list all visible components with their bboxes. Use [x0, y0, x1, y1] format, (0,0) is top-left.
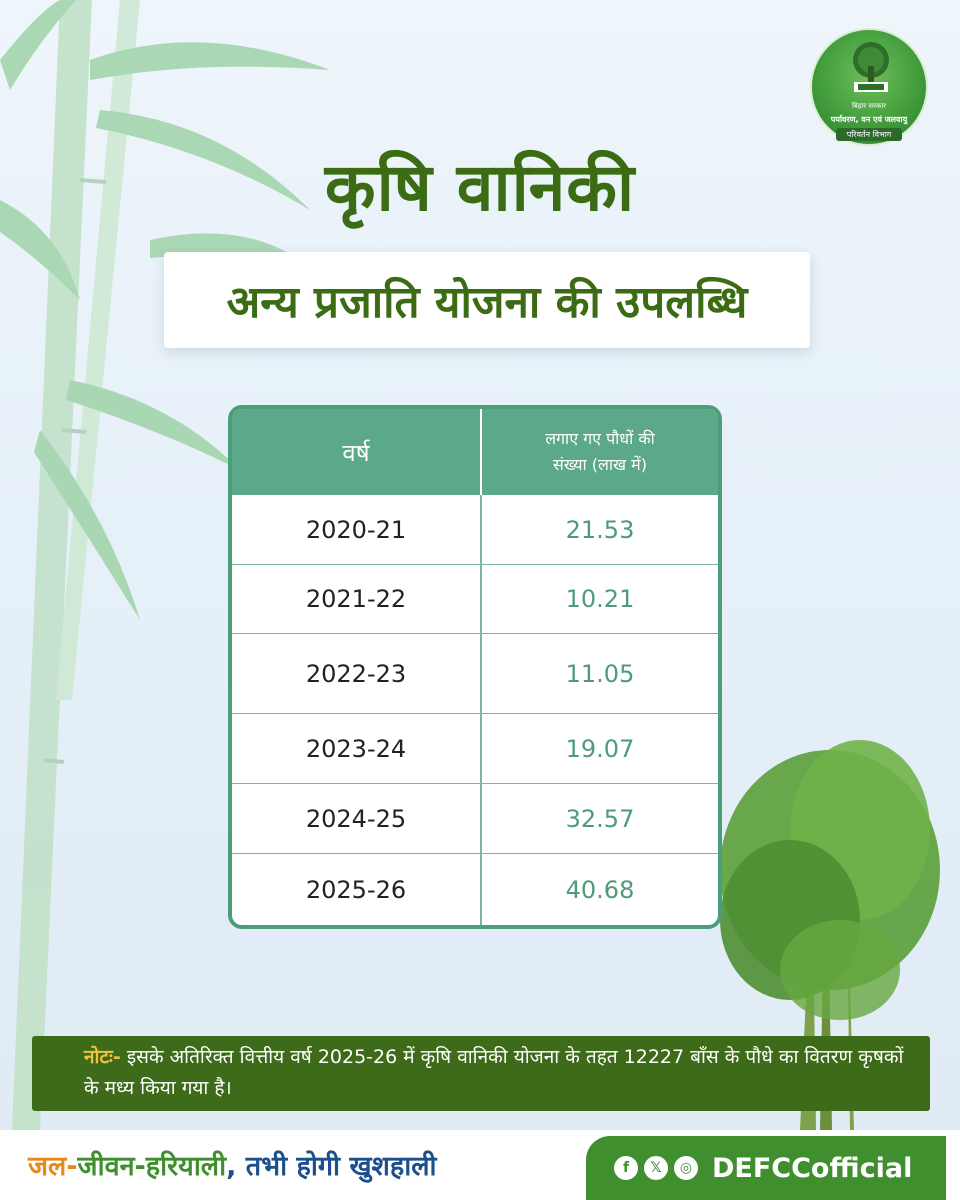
bihar-government-logo: बिहार सरकार पर्यावरण, वन एवं जलवायु परिव…: [810, 28, 928, 146]
table-header-row: वर्ष लगाए गए पौधों की संख्या (लाख में): [232, 409, 718, 495]
social-bar: f 𝕏 ◎ DEFCCofficial: [586, 1136, 946, 1200]
table-body: 2020-21 21.53 2021-22 10.21 2022-23 11.0…: [232, 495, 718, 925]
slogan-part-jal: जल-: [28, 1151, 78, 1182]
cell-plants-value: 11.05: [565, 659, 635, 688]
cell-year: 2021-22: [232, 565, 482, 633]
note-banner: नोटः- इसके अतिरिक्त वित्तीय वर्ष 2025-26…: [32, 1036, 930, 1111]
header-plants: लगाए गए पौधों की संख्या (लाख में): [482, 409, 718, 495]
social-handle[interactable]: DEFCCofficial: [712, 1152, 913, 1184]
facebook-icon[interactable]: f: [614, 1156, 638, 1180]
logo-top-text: बिहार सरकार: [851, 102, 887, 110]
logo-department-line1: पर्यावरण, वन एवं जलवायु: [830, 115, 908, 124]
page-subtitle: अन्य प्रजाति योजना की उपलब्धि: [226, 277, 748, 328]
cell-plants-value: 19.07: [565, 734, 635, 763]
logo-department-line2: परिवर्तन विभाग: [836, 128, 902, 141]
table-row: 2024-25 32.57: [232, 783, 718, 853]
achievement-table: वर्ष लगाए गए पौधों की संख्या (लाख में) 2…: [228, 405, 722, 929]
slogan-part-khushhali: , तभी होगी खुशहाली: [226, 1151, 437, 1182]
cell-plants-value: 32.57: [565, 804, 635, 833]
cell-plants-value: 40.68: [565, 875, 635, 904]
cell-plants-value: 10.21: [565, 585, 635, 613]
instagram-icon[interactable]: ◎: [674, 1156, 698, 1180]
table-row: 2020-21 21.53: [232, 495, 718, 564]
note-text: इसके अतिरिक्त वित्तीय वर्ष 2025-26 में क…: [84, 1046, 904, 1099]
cell-year: 2023-24: [232, 714, 482, 783]
table-row: 2023-24 19.07: [232, 713, 718, 783]
note-label: नोटः-: [84, 1046, 121, 1068]
cell-plants-value: 21.53: [565, 515, 635, 544]
page-title: कृषि वानिकी: [324, 149, 636, 226]
bodhi-tree-emblem-icon: [853, 42, 889, 92]
cell-year: 2025-26: [232, 854, 482, 925]
table-row: 2022-23 11.05: [232, 633, 718, 713]
footer-slogan: जल-जीवन-हरियाली, तभी होगी खुशहाली: [28, 1146, 437, 1183]
cell-year: 2020-21: [232, 495, 482, 564]
table-row: 2025-26 40.68: [232, 853, 718, 925]
cell-year: 2022-23: [232, 634, 482, 713]
slogan-part-hariyali: हरियाली: [145, 1151, 227, 1182]
header-year: वर्ष: [232, 409, 482, 495]
cell-year: 2024-25: [232, 784, 482, 853]
subtitle-banner: अन्य प्रजाति योजना की उपलब्धि: [164, 252, 810, 348]
header-plants-line1: लगाए गए पौधों की: [545, 429, 655, 448]
table-row: 2021-22 10.21: [232, 564, 718, 633]
header-plants-line2: संख्या (लाख में): [553, 455, 647, 474]
x-icon[interactable]: 𝕏: [644, 1156, 668, 1180]
footer: जल-जीवन-हरियाली, तभी होगी खुशहाली f 𝕏 ◎ …: [0, 1130, 960, 1200]
slogan-part-jeevan: जीवन-: [77, 1151, 146, 1182]
